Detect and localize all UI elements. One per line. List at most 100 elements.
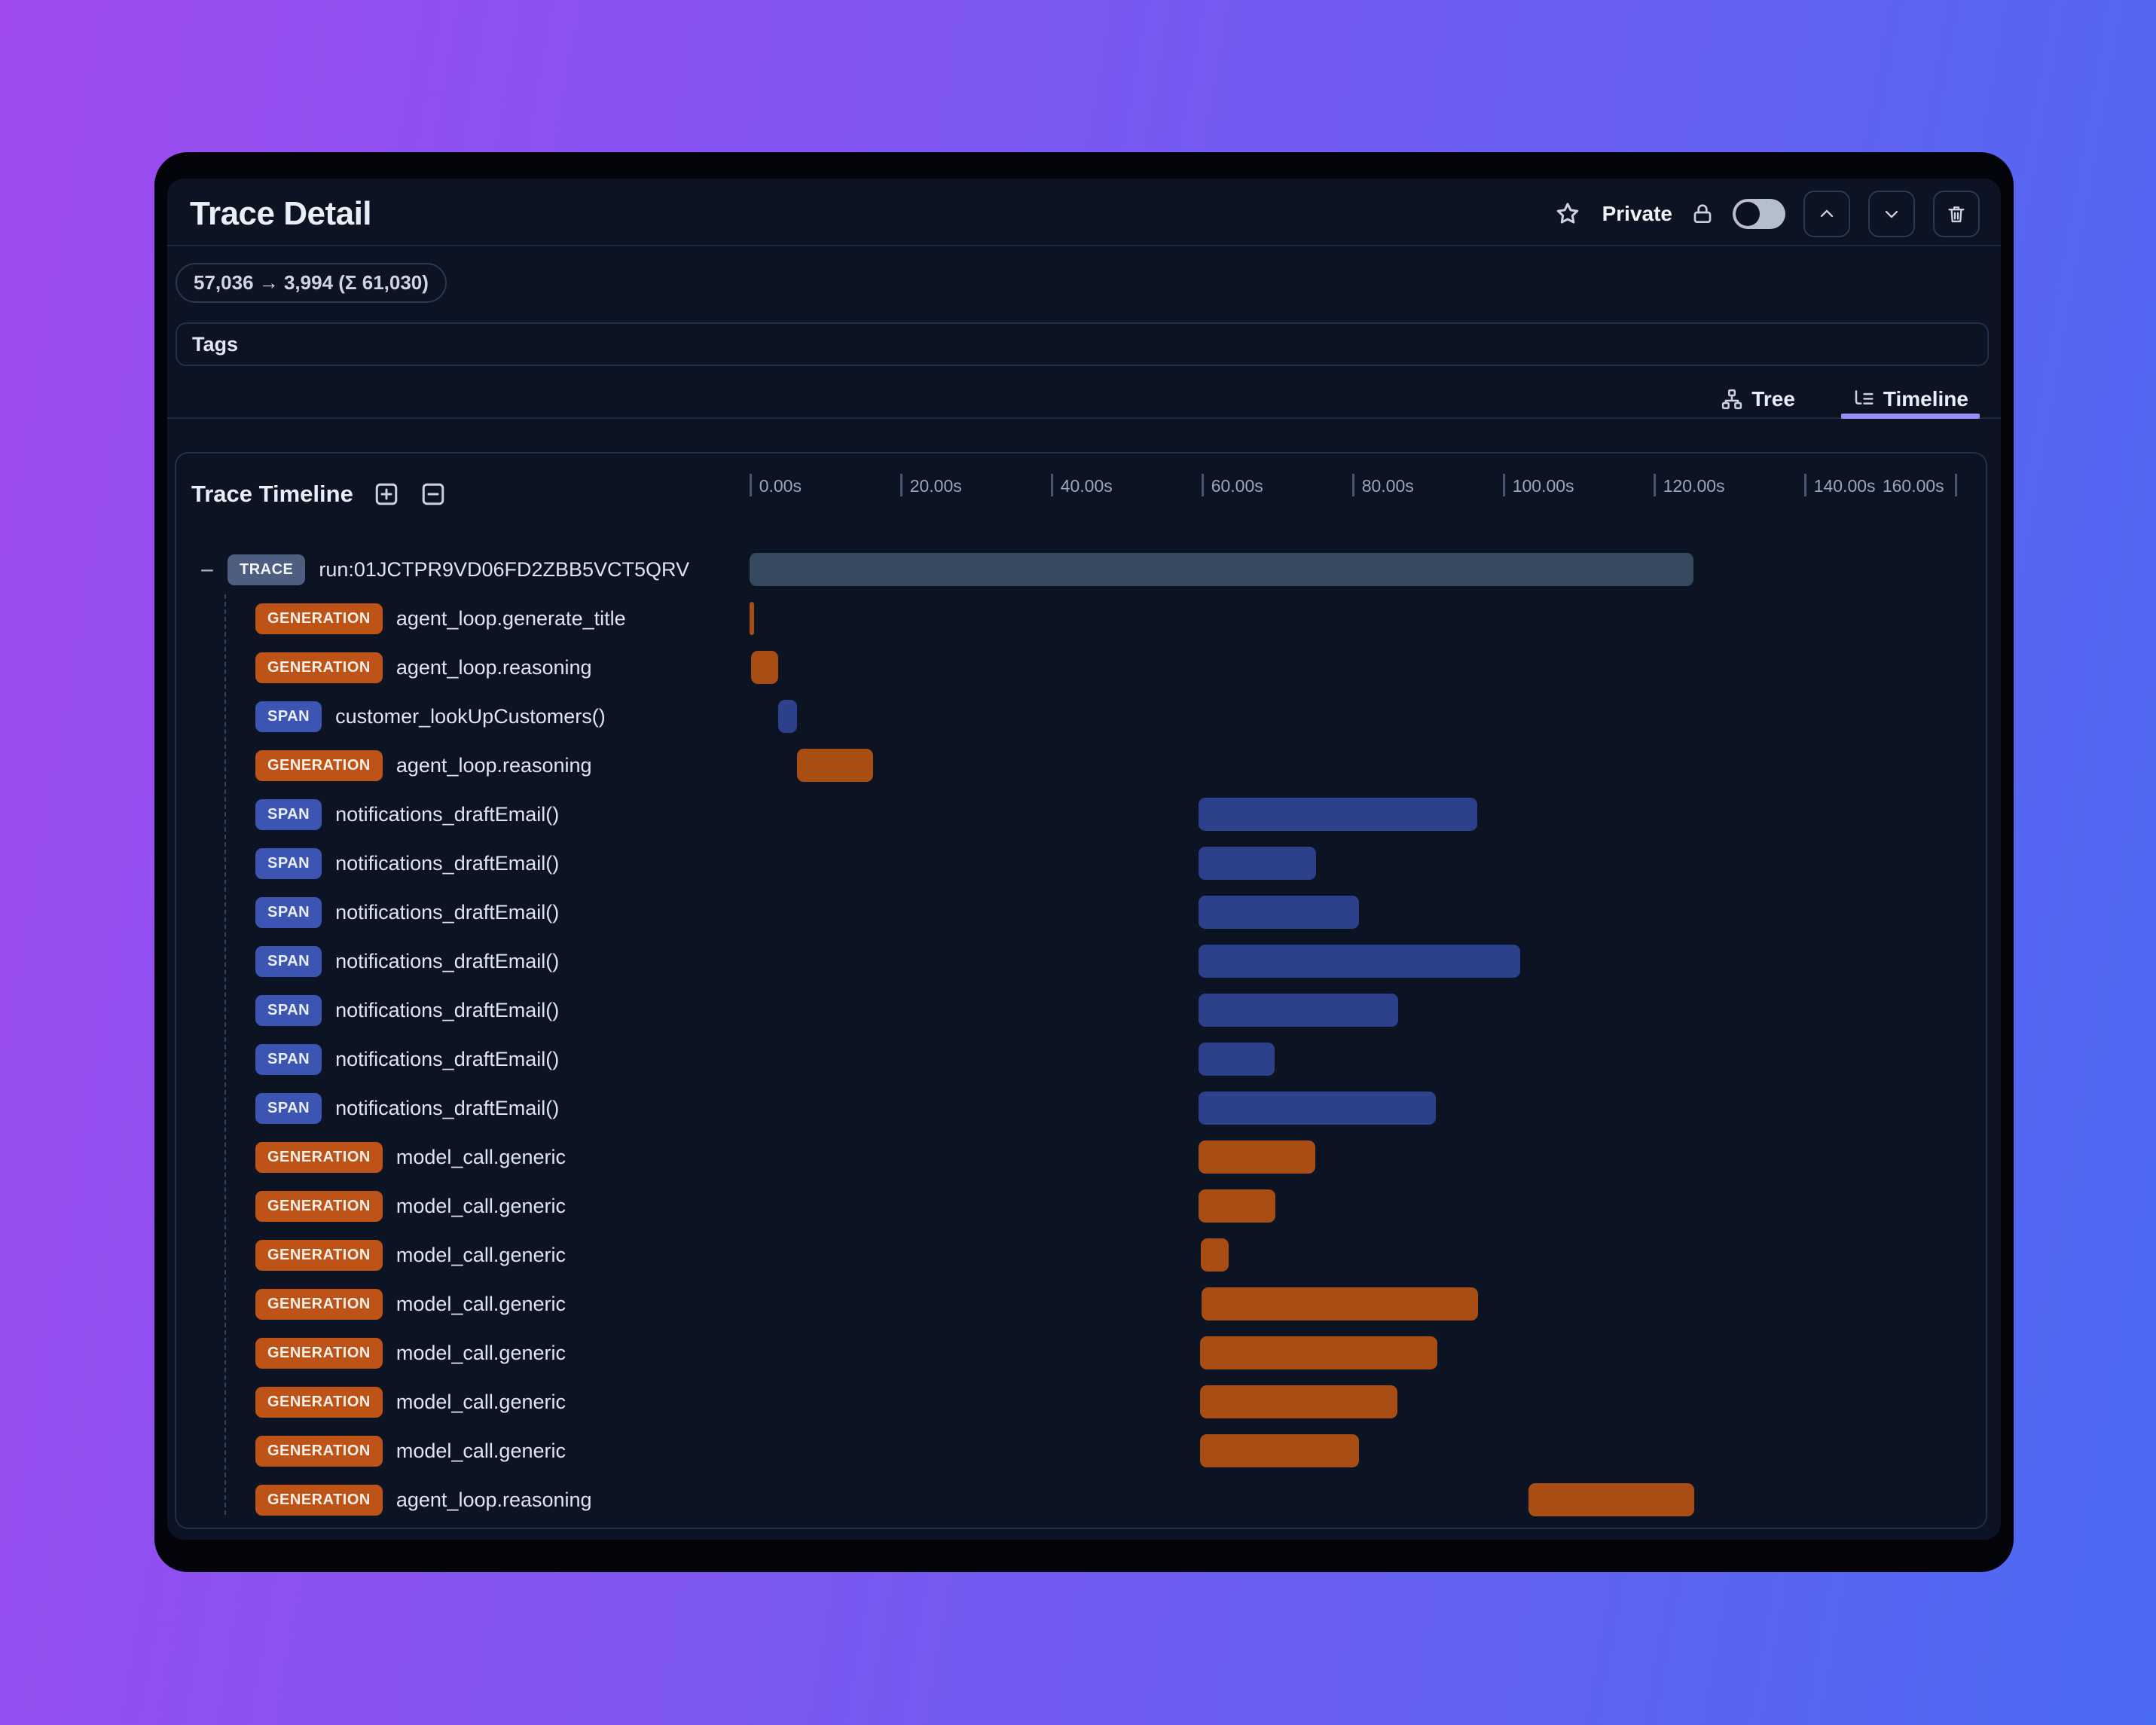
- timeline-row[interactable]: GENERATION agent_loop.reasoning: [176, 1476, 1986, 1525]
- timeline-bar[interactable]: [1198, 1091, 1436, 1125]
- row-label-group: GENERATION model_call.generic: [176, 1231, 566, 1280]
- axis-tick-label: 100.00s: [1512, 476, 1574, 496]
- row-label-group: SPAN notifications_draftEmail(): [176, 1035, 559, 1084]
- timeline-bar[interactable]: [1198, 798, 1477, 831]
- timeline-bar[interactable]: [1198, 1140, 1315, 1174]
- axis-tick-label: 40.00s: [1060, 476, 1113, 496]
- row-expander[interactable]: −: [200, 556, 215, 584]
- axis-tick: [1502, 474, 1505, 496]
- row-type-badge: SPAN: [255, 1044, 322, 1075]
- timeline-rows: − TRACE run:01JCTPR9VD06FD2ZBB5VCT5QRV GENE…: [176, 545, 1986, 1528]
- timeline-row[interactable]: GENERATION agent_loop.reasoning: [176, 741, 1986, 790]
- row-type-badge: GENERATION: [255, 1142, 383, 1173]
- timeline-row[interactable]: SPAN notifications_draftEmail(): [176, 1035, 1986, 1084]
- row-type-badge: GENERATION: [255, 1387, 383, 1418]
- trace-detail-panel: Trace Detail Private: [167, 179, 2001, 1540]
- timeline-bar[interactable]: [1528, 1483, 1694, 1516]
- tags-label: Tags: [192, 332, 239, 356]
- timeline-bar[interactable]: [1201, 1287, 1478, 1320]
- timeline-bar[interactable]: [1198, 1189, 1275, 1223]
- lock-icon: [1690, 202, 1715, 226]
- timeline-row[interactable]: SPAN notifications_draftEmail(): [176, 937, 1986, 986]
- tab-tree[interactable]: Tree: [1709, 381, 1806, 417]
- timeline-bar[interactable]: [749, 602, 754, 635]
- axis-tick: [899, 474, 902, 496]
- row-label-group: GENERATION model_call.generic: [176, 1427, 566, 1476]
- axis-tick: [1803, 474, 1806, 496]
- row-label-group: SPAN notifications_draftEmail(): [176, 790, 559, 839]
- timeline-bar[interactable]: [1198, 896, 1359, 929]
- timeline-row[interactable]: SPAN notifications_draftEmail(): [176, 986, 1986, 1035]
- row-type-badge: GENERATION: [255, 750, 383, 781]
- span-name-label: notifications_draftEmail(): [335, 803, 560, 826]
- timeline-row[interactable]: SPAN notifications_draftEmail(): [176, 1084, 1986, 1133]
- tab-timeline[interactable]: Timeline: [1840, 381, 1980, 419]
- timeline-row[interactable]: GENERATION model_call.generic: [176, 1133, 1986, 1182]
- delete-button[interactable]: [1933, 191, 1980, 237]
- timeline-bar[interactable]: [1198, 994, 1398, 1027]
- timeline-row[interactable]: SPAN customer_lookUpCustomers(): [176, 692, 1986, 741]
- token-usage-badge[interactable]: 57,036 → 3,994 (Σ 61,030): [176, 263, 447, 303]
- span-name-label: notifications_draftEmail(): [335, 901, 560, 924]
- axis-tick: [1351, 474, 1354, 496]
- trace-timeline-header: Trace Timeline: [191, 481, 447, 508]
- span-name-label: agent_loop.reasoning: [395, 1488, 592, 1511]
- row-label-group: GENERATION model_call.generic: [176, 1182, 566, 1231]
- row-label-group: GENERATION agent_loop.reasoning: [176, 741, 592, 790]
- timeline-row[interactable]: GENERATION agent_loop.generate_title: [176, 594, 1986, 643]
- tab-tree-label: Tree: [1751, 387, 1795, 411]
- row-label-group: SPAN notifications_draftEmail(): [176, 839, 559, 888]
- timeline-row[interactable]: GENERATION model_call.generic: [176, 1280, 1986, 1329]
- row-label-group: GENERATION model_call.generic: [176, 1280, 566, 1329]
- row-label-group: GENERATION agent_loop.generate_title: [176, 594, 626, 643]
- timeline-bar[interactable]: [1198, 1043, 1275, 1076]
- navigate-up-button[interactable]: [1803, 191, 1850, 237]
- timeline-row[interactable]: GENERATION agent_loop.reasoning: [176, 643, 1986, 692]
- header-divider: [167, 245, 2001, 246]
- timeline-row[interactable]: SPAN notifications_draftEmail(): [176, 839, 1986, 888]
- timeline-bar[interactable]: [750, 651, 778, 684]
- timeline-row[interactable]: SPAN notifications_draftEmail(): [176, 888, 1986, 937]
- axis-tick: [1050, 474, 1053, 496]
- privacy-toggle[interactable]: [1733, 199, 1785, 229]
- timeline-row[interactable]: GENERATION model_call.generic: [176, 1329, 1986, 1378]
- timeline-bar[interactable]: [1198, 945, 1520, 978]
- timeline-row[interactable]: SPAN notifications_draftEmail(): [176, 790, 1986, 839]
- axis-tick-label: 120.00s: [1663, 476, 1725, 496]
- timeline-row[interactable]: GENERATION model_call.generic: [176, 1378, 1986, 1427]
- timeline-bar[interactable]: [777, 700, 797, 733]
- row-type-badge: TRACE: [228, 554, 306, 585]
- row-type-badge: GENERATION: [255, 1436, 383, 1467]
- timeline-row[interactable]: − TRACE run:01JCTPR9VD06FD2ZBB5VCT5QRV: [176, 545, 1986, 594]
- navigate-down-button[interactable]: [1868, 191, 1915, 237]
- timeline-row[interactable]: GENERATION model_call.generic: [176, 1182, 1986, 1231]
- bookmark-star-icon[interactable]: [1554, 200, 1581, 227]
- timeline-bar[interactable]: [749, 553, 1693, 586]
- collapse-all-button[interactable]: [420, 481, 447, 508]
- timeline-bar[interactable]: [1199, 1385, 1397, 1418]
- view-tabs: Tree Timeline: [167, 381, 2001, 419]
- axis-tick-label: 80.00s: [1361, 476, 1414, 496]
- timeline-bar[interactable]: [1199, 1336, 1437, 1369]
- timeline-bar[interactable]: [1199, 1434, 1359, 1467]
- span-name-label: agent_loop.reasoning: [395, 754, 592, 777]
- span-name-label: model_call.generic: [395, 1391, 566, 1413]
- timeline-bar[interactable]: [1200, 1238, 1229, 1272]
- tags-section[interactable]: Tags: [176, 322, 1989, 366]
- row-type-badge: GENERATION: [255, 603, 383, 634]
- span-name-label: model_call.generic: [395, 1293, 566, 1315]
- timeline-bar[interactable]: [1198, 847, 1316, 880]
- page-title: Trace Detail: [190, 195, 372, 232]
- row-label-group: GENERATION model_call.generic: [176, 1378, 566, 1427]
- privacy-label: Private: [1602, 202, 1672, 225]
- row-label-group: GENERATION agent_loop.reasoning: [176, 643, 592, 692]
- span-name-label: notifications_draftEmail(): [335, 1097, 560, 1119]
- row-label-group: SPAN notifications_draftEmail(): [176, 1084, 559, 1133]
- row-type-badge: GENERATION: [255, 1338, 383, 1369]
- timeline-row[interactable]: GENERATION model_call.generic: [176, 1427, 1986, 1476]
- row-type-badge: SPAN: [255, 995, 322, 1026]
- axis-tick-label: 20.00s: [909, 476, 962, 496]
- timeline-row[interactable]: GENERATION model_call.generic: [176, 1231, 1986, 1280]
- timeline-bar[interactable]: [796, 749, 873, 782]
- expand-all-button[interactable]: [373, 481, 400, 508]
